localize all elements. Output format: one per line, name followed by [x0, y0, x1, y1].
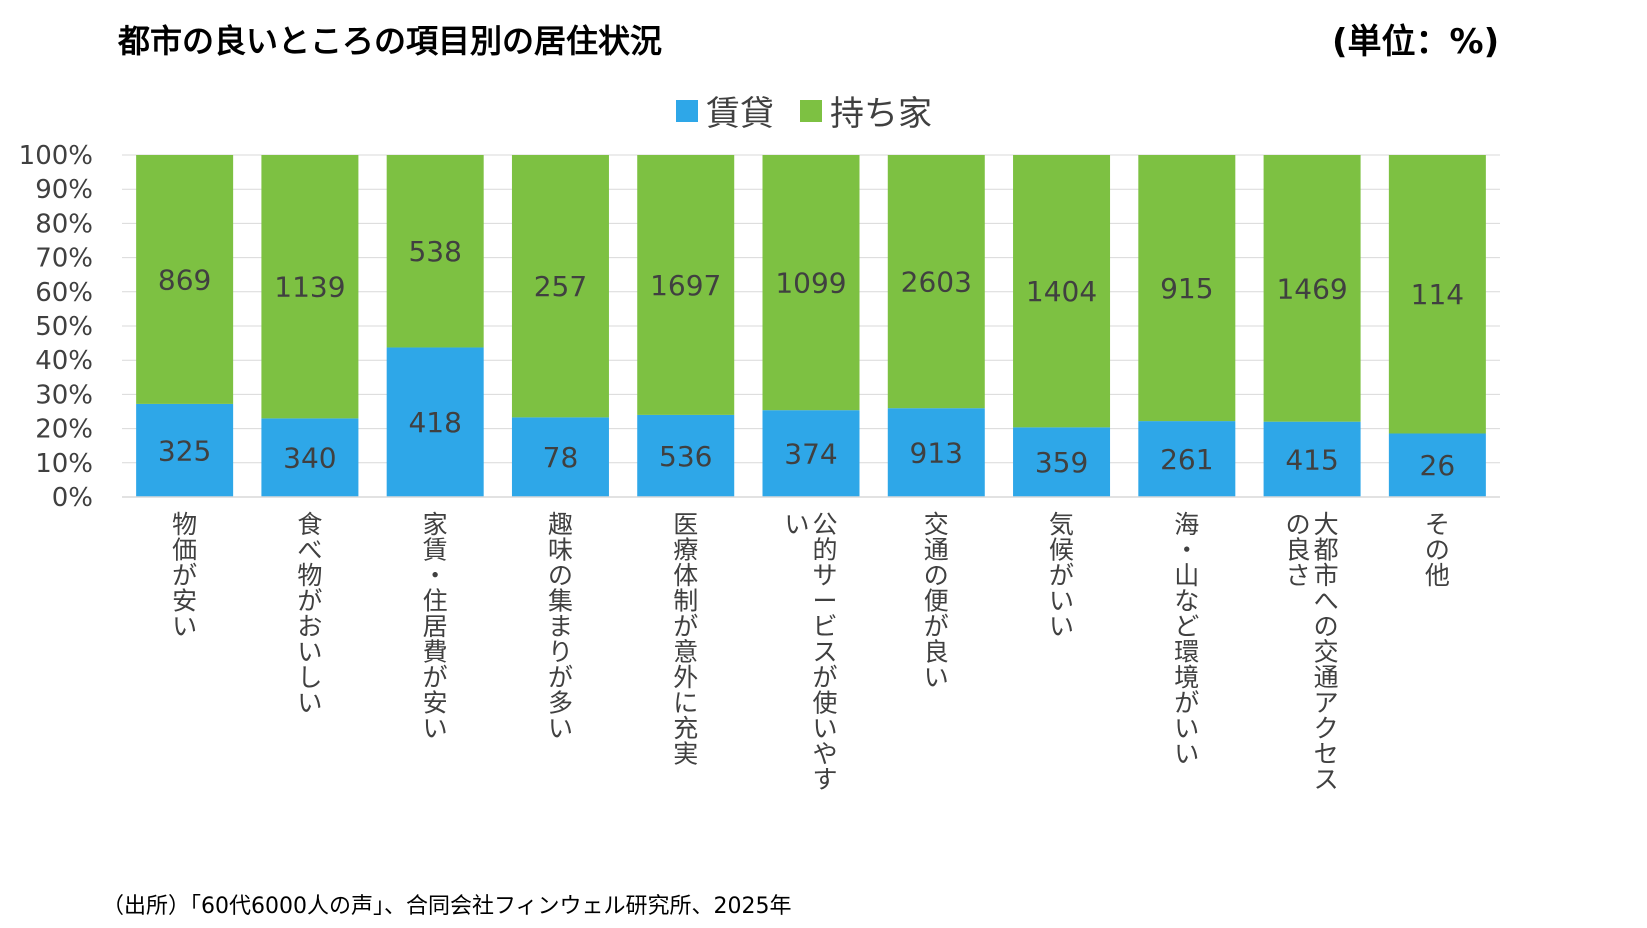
data-label-own: 869 [158, 263, 211, 296]
bar-rent [261, 418, 359, 497]
bar-own [1138, 155, 1236, 422]
bar-own [1388, 155, 1486, 434]
data-label-rent: 359 [1035, 446, 1088, 479]
data-label-own: 1404 [1026, 275, 1097, 308]
y-tick-label: 40% [35, 346, 93, 376]
bar-own [887, 155, 985, 409]
data-label-rent: 26 [1420, 449, 1456, 482]
legend-item-own: 持ち家 [800, 86, 932, 135]
y-tick-label: 10% [35, 449, 93, 479]
bar-rent [637, 414, 735, 497]
data-label-rent: 418 [408, 406, 461, 439]
x-tick-label: 交通の便が良い [924, 510, 949, 692]
data-label-rent: 536 [659, 440, 712, 473]
data-label-own: 1139 [274, 271, 345, 304]
x-tick-label: 公的サービスが使いやすい [784, 510, 837, 794]
y-tick-label: 20% [35, 415, 93, 445]
bar-rent [1138, 421, 1236, 497]
x-tick-label: 医療体制が意外に充実 [673, 510, 698, 769]
data-label-rent: 374 [784, 438, 837, 471]
bar-own [386, 155, 484, 348]
x-tick-label: 食べ物がおいしい [297, 510, 322, 718]
legend-label-rent: 賃貸 [706, 94, 774, 134]
data-label-own: 2603 [901, 266, 972, 299]
y-tick-label: 30% [35, 380, 93, 410]
stacked-bar-chart: 0% 10% 20% 30% 40% 50% 60% 70% 80% 90% 100% 325 869 物… [19, 141, 1500, 794]
x-tick-label: 気候がいい [1049, 510, 1074, 641]
source-note: （出所）「60代6000人の声」、合同会社フィンウェル研究所、2025年 [102, 894, 792, 919]
bar-own [1013, 155, 1111, 428]
legend-item-rent: 賃貸 [676, 86, 774, 135]
y-tick-label: 60% [35, 278, 93, 308]
bar-rent [1013, 427, 1111, 497]
bar-rent [1263, 421, 1361, 497]
data-label-own: 915 [1160, 272, 1213, 305]
data-label-rent: 340 [283, 442, 336, 475]
data-label-own: 1099 [775, 267, 846, 300]
data-label-own: 1469 [1276, 272, 1347, 305]
chart-title: 都市の良いところの項目別の居住状況 [118, 22, 663, 60]
data-label-own: 538 [408, 235, 461, 268]
y-tick-label: 80% [35, 209, 93, 239]
data-label-rent: 261 [1160, 443, 1213, 476]
y-tick-label: 70% [35, 244, 93, 274]
data-label-rent: 415 [1285, 443, 1338, 476]
data-label-own: 114 [1411, 278, 1464, 311]
bar-own [637, 155, 735, 415]
x-tick-label: 家賃・住居費が安い [423, 510, 448, 743]
x-tick-label: 大都市への交通アクセスの良さ [1286, 510, 1339, 794]
legend: 賃貸 持ち家 [676, 86, 958, 135]
bar-rent [1388, 433, 1486, 497]
legend-label-own: 持ち家 [830, 94, 932, 134]
bar-own [762, 155, 860, 411]
y-tick-label: 50% [35, 312, 93, 342]
bar-rent [762, 410, 860, 497]
data-label-own: 257 [534, 270, 587, 303]
bar-own [261, 155, 359, 419]
data-label-rent: 78 [543, 441, 579, 474]
bar-rent [887, 408, 985, 497]
legend-swatch-rent [676, 99, 698, 122]
x-tick-label: 物価が安い [172, 510, 197, 641]
unit-label: (単位：%) [1332, 22, 1500, 62]
data-label-rent: 325 [158, 434, 211, 467]
legend-swatch-own [800, 99, 822, 122]
bar-rent [386, 347, 484, 497]
bar-own [511, 155, 609, 418]
bar-rent [511, 417, 609, 497]
x-tick-label: 趣味の集まりが多い [548, 510, 573, 743]
x-tick-label: 海・山など環境がいい [1174, 510, 1199, 769]
data-label-own: 1697 [650, 269, 721, 302]
y-tick-label: 0% [52, 483, 93, 513]
data-label-rent: 913 [910, 437, 963, 470]
bar-own [136, 155, 234, 404]
y-tick-label: 100% [19, 141, 93, 171]
y-tick-label: 90% [35, 175, 93, 205]
bar-rent [136, 403, 234, 497]
bar-own [1263, 155, 1361, 422]
x-tick-label: その他 [1425, 510, 1450, 590]
